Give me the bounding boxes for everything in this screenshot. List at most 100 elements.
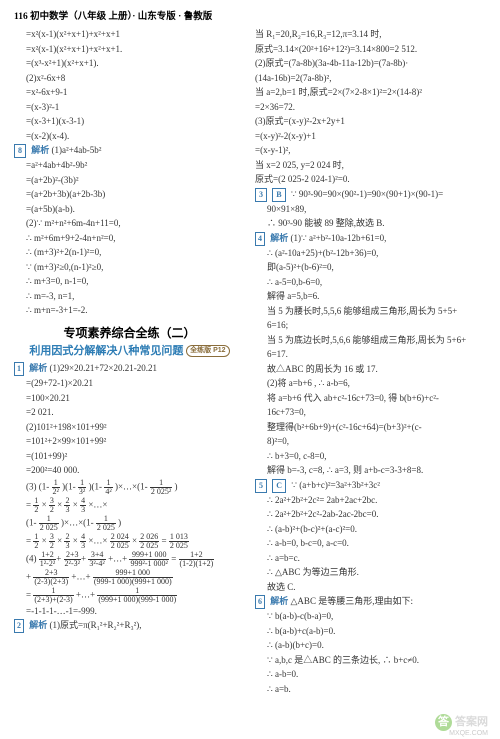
math-line: 8)²=0,	[255, 435, 486, 449]
section-title: 专项素养综合全练（二）	[14, 324, 245, 342]
t: +…+	[71, 571, 90, 581]
math-line: ∴ a-b=0.	[255, 668, 486, 682]
t: ×	[57, 535, 62, 545]
right-column: 当 R₁=20,R₂=16,R₃=12,π=3.14 时, 原式=3.14×(2…	[255, 28, 486, 721]
t: ×	[42, 535, 47, 545]
math-line: ∴ (a-b)²+(b-c)²+(a-c)²=0.	[255, 523, 486, 537]
q3-heading: 3 B ∵ 90³-90=90×(90²-1)=90×(90+1)×(90-1)…	[255, 188, 486, 202]
math-line: ∴ 90³-90 能被 89 整除,故选 B.	[255, 217, 486, 231]
math-line: ∴ a-b=0, b-c=0, a-c=0.	[255, 537, 486, 551]
fraction-line: (1- 12 025 )×…×(1- 12 025 )	[14, 515, 245, 532]
math-line: =a²+4ab+4b²-9b²	[14, 159, 245, 173]
math-line: (2)∵ m²+n²+6m-4n+11=0,	[14, 217, 245, 231]
t: (4)	[26, 553, 37, 563]
t: )×…×(1-	[115, 481, 148, 491]
t: =	[162, 535, 167, 545]
math-line: (3)原式=(x-y)²-2x+2y+1	[255, 115, 486, 129]
q-number: 2	[14, 619, 24, 633]
q-number: 4	[255, 232, 265, 246]
math-line: 整理得(b²+6b+9)+(c²-16c+64)=(b+3)²+(c-	[255, 421, 486, 435]
math-line: =(x³-x²+1)(x²+x+1).	[14, 57, 245, 71]
math-line: ∴ b+3=0, c-8=0,	[255, 450, 486, 464]
math-line: =(x-2)(x-4).	[14, 130, 245, 144]
math-line: 90×91×89,	[255, 203, 486, 217]
math-line: 将 a=b+6 代入 ab+c²-16c+73=0, 得 b(b+6)+c²-	[255, 392, 486, 406]
t: ×…×	[88, 535, 107, 545]
math-line: 当 5 为底边长时,5,6,6 能够组成三角形,周长为 5+6+	[255, 334, 486, 348]
math-line: =x²(x-1)(x²+x+1)+x²+x+1.	[14, 43, 245, 57]
answer-label: 解析	[270, 233, 288, 243]
math-line: 16c+73=0,	[255, 406, 486, 420]
page-ref-badge: 全练版 P12	[186, 345, 229, 358]
math-line: 当 5 为腰长时,5,5,6 能够组成三角形,周长为 5+5+	[255, 305, 486, 319]
math-line: 故△ABC 的周长为 16 或 17.	[255, 363, 486, 377]
math-line: 当 x=2 025, y=2 024 时,	[255, 159, 486, 173]
math-line: ∴ (a²-10a+25)+(b²-12b+36)=0,	[255, 247, 486, 261]
t: (3)	[26, 481, 37, 491]
math-line: 原式=(2 025-2 024-1)²=0.	[255, 173, 486, 187]
t: ×	[73, 499, 78, 509]
math-line: ∵ a,b,c 是△ABC 的三条边长, ∴ b+c≠0.	[255, 654, 486, 668]
math-line: ∴ b(a-b)+c(a-b)=0.	[255, 625, 486, 639]
t: =	[171, 553, 176, 563]
math-line: =2×36=72.	[255, 101, 486, 115]
math-line: (2)101²+198×101+99²	[14, 421, 245, 435]
t: ×…×	[88, 499, 107, 509]
math-line: =(a+2b+3b)(a+2b-3b)	[14, 188, 245, 202]
q-number: 3	[255, 188, 267, 202]
math-line: ∴ m²+6m+9+2-4n+n²=0,	[14, 232, 245, 246]
math-line: (1)原式=π(R₁²+R₂²+R₃²),	[50, 620, 142, 630]
math-line: =100×20.21	[14, 392, 245, 406]
math-line: =(101+99)²	[14, 450, 245, 464]
q-number: 5	[255, 479, 267, 493]
math-line: =(x-y-1)²,	[255, 144, 486, 158]
math-line: 解得 b=-3, c=8, ∴ a=3, 则 a+b-c=3-3+8=8.	[255, 464, 486, 478]
left-column: =x²(x-1)(x²+x+1)+x²+x+1 =x²(x-1)(x²+x+1)…	[14, 28, 245, 721]
section-subtitle: 利用因式分解解决八种常见问题 全练版 P12	[14, 343, 245, 360]
fraction-line: = 1(2+3)+(2-3) +…+ 1(999+1 000)(999-1 00…	[14, 587, 245, 604]
math-line: 原式=3.14×(20²+16²+12²)=3.14×800=2 512.	[255, 43, 486, 57]
math-line: (14a-16b)=2(7a-8b)²,	[255, 72, 486, 86]
math-line: (2)x²-6x+8	[14, 72, 245, 86]
math-line: ∵ (a+b+c)²=3a²+3b²+3c²	[291, 480, 380, 490]
q-number: 8	[14, 144, 26, 158]
math-line: =2 021.	[14, 406, 245, 420]
watermark-sub: MXQE.COM	[449, 729, 488, 739]
math-line: =x²(x-1)(x²+x+1)+x²+x+1	[14, 28, 245, 42]
t: (1-	[26, 517, 37, 527]
math-line: (1)a²+4ab-5b²	[52, 145, 102, 155]
section-subtitle-text: 利用因式分解解决八种常见问题	[29, 345, 183, 357]
page-header: 116 初中数学（八年级 上册）· 山东专版 · 鲁教版	[14, 10, 486, 24]
q5-heading: 5 C ∵ (a+b+c)²=3a²+3b²+3c²	[255, 479, 486, 493]
t: )	[118, 517, 121, 527]
math-line: 当 a=2,b=1 时,原式=2×(7×2-8×1)²=2×(14-8)²	[255, 86, 486, 100]
q2-heading: 2 解析 (1)原式=π(R₁²+R₂²+R₃²),	[14, 619, 245, 633]
math-line: ∴ m=-3, n=1,	[14, 290, 245, 304]
q-number: 6	[255, 595, 265, 609]
t: =	[26, 499, 33, 509]
q-answer-choice: C	[272, 479, 286, 493]
q4-heading: 4 解析 (1)∵ a²+b²-10a-12b+61=0,	[255, 232, 486, 246]
math-line: ∴ a=b=c.	[255, 552, 486, 566]
math-line: 即(a-5)²+(b-6)²=0,	[255, 261, 486, 275]
fraction-line: + 2+3(2-3)(2+3) +…+ 999+1 000(999-1 000)…	[14, 569, 245, 586]
t: )×…×(1-	[61, 517, 94, 527]
math-line: =-1-1-1-…-1=-999.	[14, 605, 245, 619]
math-line: ∴ a-5=0,b-6=0,	[255, 276, 486, 290]
q-number: 1	[14, 362, 24, 376]
t: )	[175, 481, 178, 491]
math-line: (2)将 a=b+6 , ∴ a-b=6,	[255, 377, 486, 391]
t: =	[26, 535, 31, 545]
math-line: =(a+5b)(a-b).	[14, 203, 245, 217]
math-line: (1)∵ a²+b²-10a-12b+61=0,	[291, 233, 387, 243]
q8-heading: 8 解析 (1)a²+4ab-5b²	[14, 144, 245, 158]
math-line: =(29+72-1)×20.21	[14, 377, 245, 391]
math-line: =101²+2×99×101+99²	[14, 435, 245, 449]
math-line: 解得 a=5,b=6.	[255, 290, 486, 304]
t: +…+	[76, 589, 95, 599]
math-line: (1)29×20.21+72×20.21-20.21	[50, 363, 157, 373]
math-line: ∴ △ABC 为等边三角形.	[255, 566, 486, 580]
t: )(1-	[62, 481, 76, 491]
math-line: ∵ b(a-b)-c(b-a)=0,	[255, 610, 486, 624]
math-line: ∴ m+3=0, n-1=0,	[14, 275, 245, 289]
